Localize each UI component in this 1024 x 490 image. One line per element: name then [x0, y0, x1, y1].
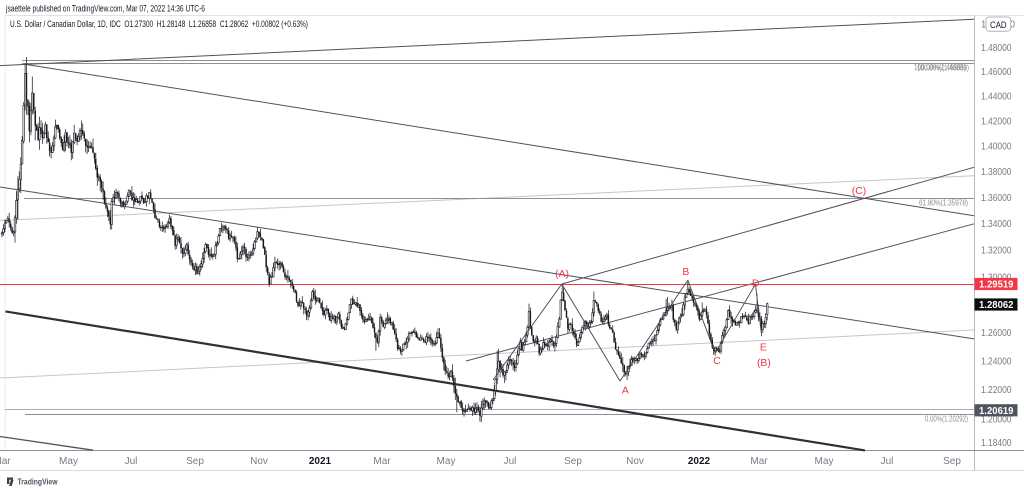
svg-text:1.18400: 1.18400 [981, 438, 1012, 449]
svg-text:1.20619: 1.20619 [979, 406, 1014, 417]
svg-text:100.00%(1.46885): 100.00%(1.46885) [914, 62, 966, 72]
svg-text:May: May [437, 456, 456, 467]
svg-text:1.48000: 1.48000 [981, 43, 1012, 54]
svg-text:1.42000: 1.42000 [981, 116, 1012, 127]
svg-text:2022: 2022 [688, 456, 711, 467]
svg-text:1.20000: 1.20000 [981, 414, 1012, 425]
svg-text:100.00%(1.46689): 100.00%(1.46689) [917, 63, 969, 73]
svg-text:Sep: Sep [186, 456, 204, 467]
svg-text:Nov: Nov [250, 456, 268, 467]
svg-text:A: A [622, 386, 629, 397]
svg-text:jsaettele published on Trading: jsaettele published on TradingView.com, … [5, 3, 205, 13]
svg-text:Jul: Jul [125, 456, 138, 467]
svg-text:1.34000: 1.34000 [981, 219, 1012, 230]
svg-text:E: E [760, 343, 767, 354]
svg-text:1.28062: 1.28062 [979, 300, 1014, 311]
svg-text:Mar: Mar [750, 456, 768, 467]
svg-text:Sep: Sep [943, 456, 961, 467]
svg-text:1.46000: 1.46000 [981, 67, 1012, 78]
svg-text:1.44000: 1.44000 [981, 92, 1012, 103]
svg-text:D: D [752, 279, 760, 290]
svg-text:2021: 2021 [309, 456, 332, 467]
svg-text:1.40000: 1.40000 [981, 141, 1012, 152]
svg-text:(A): (A) [555, 269, 569, 280]
svg-text:Sep: Sep [564, 456, 582, 467]
svg-text:1.29519: 1.29519 [979, 280, 1014, 291]
svg-text:TradingView: TradingView [18, 476, 58, 486]
svg-text:1.36000: 1.36000 [981, 193, 1012, 204]
svg-text:B: B [682, 267, 689, 278]
svg-text:May: May [815, 456, 834, 467]
svg-text:1.38000: 1.38000 [981, 167, 1012, 178]
svg-text:1.26000: 1.26000 [981, 328, 1012, 339]
svg-text:1.22000: 1.22000 [981, 385, 1012, 396]
svg-text:0.00%(1.20292): 0.00%(1.20292) [925, 414, 968, 424]
svg-text:Jul: Jul [881, 456, 894, 467]
svg-text:Mar: Mar [373, 456, 391, 467]
svg-text:1.32000: 1.32000 [981, 246, 1012, 257]
svg-text:Jul: Jul [504, 456, 517, 467]
svg-text:(B): (B) [757, 358, 771, 369]
svg-text:61.80%(1.35978): 61.80%(1.35978) [919, 197, 968, 207]
svg-text:(C): (C) [852, 186, 866, 197]
svg-text:CAD: CAD [990, 20, 1007, 31]
svg-text:Nov: Nov [626, 456, 644, 467]
svg-text:U.S. Dollar / Canadian Dollar,: U.S. Dollar / Canadian Dollar, 1D, IDC O… [10, 19, 308, 29]
svg-text:Mar: Mar [0, 456, 11, 467]
svg-text:C: C [713, 356, 721, 367]
svg-text:1.24000: 1.24000 [981, 356, 1012, 367]
svg-text:May: May [59, 456, 78, 467]
